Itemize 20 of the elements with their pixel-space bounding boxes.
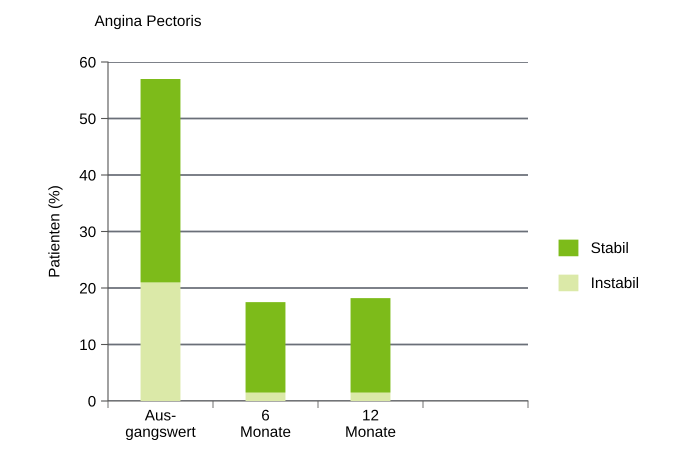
legend-label: Instabil bbox=[592, 276, 638, 288]
x-tick-label: Aus- gangswert bbox=[126, 410, 196, 440]
y-tick-label: 40 bbox=[80, 170, 96, 181]
x-tick-label: 12 Monate bbox=[346, 410, 396, 438]
x-tick-label: 6 Monate bbox=[241, 410, 290, 438]
bar bbox=[140, 78, 180, 282]
y-axis-title: Patienten (%) bbox=[48, 186, 63, 277]
y-tick-label: 50 bbox=[80, 113, 96, 124]
bar bbox=[246, 302, 286, 393]
bar bbox=[350, 392, 390, 401]
bar bbox=[246, 392, 286, 401]
bar bbox=[140, 282, 180, 401]
y-tick-label: 60 bbox=[80, 56, 96, 68]
legend-label: Stabil bbox=[591, 242, 628, 254]
y-tick-label: 10 bbox=[80, 339, 96, 350]
chart-title: Angina Pectoris bbox=[94, 14, 201, 30]
y-tick-label: 0 bbox=[88, 396, 96, 407]
bar bbox=[350, 298, 390, 393]
y-tick-label: 20 bbox=[80, 282, 96, 294]
y-tick-label: 30 bbox=[80, 226, 96, 238]
